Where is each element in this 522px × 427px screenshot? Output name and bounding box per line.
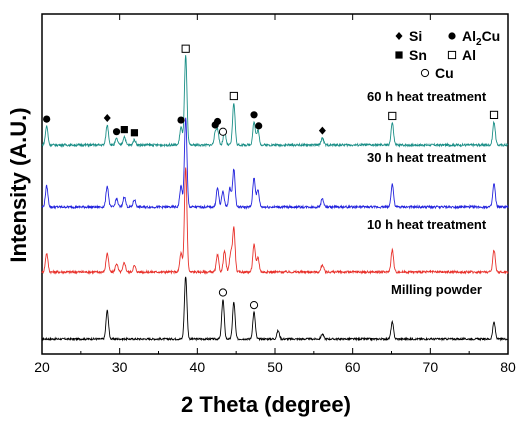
legend-open-square-icon	[447, 50, 457, 60]
legend-open-circle-icon	[420, 68, 430, 78]
trace-label: 60 h heat treatment	[367, 89, 487, 104]
x-tick-layer: 20 30 40 50 60 70 80	[34, 14, 516, 375]
x-tick-label: 60	[345, 359, 361, 375]
x-tick-label: 30	[112, 359, 128, 375]
open-circle-peak-marker	[249, 301, 259, 310]
circle-peak-marker	[213, 117, 222, 126]
x-tick-label: 40	[190, 359, 206, 375]
open-square-peak-marker	[388, 111, 397, 121]
legend-label: Al2Cu	[462, 28, 500, 48]
trace-label: 30 h heat treatment	[367, 150, 487, 165]
peak-annotation-layer	[43, 44, 499, 310]
legend-label: Al	[462, 47, 476, 63]
circle-peak-marker	[177, 116, 185, 124]
diamond-peak-marker	[318, 126, 326, 135]
trace-label: 10 h heat treatment	[367, 217, 487, 232]
series-line-30-h-heat-treatment	[41, 117, 509, 210]
legend-square-icon	[395, 51, 403, 59]
series-line-milling-powder	[41, 276, 509, 342]
legend: Si Al2Cu Sn Al Cu	[395, 28, 500, 81]
circle-peak-marker	[250, 111, 258, 119]
trace-label: Milling powder	[391, 282, 482, 297]
legend-diamond-icon	[395, 32, 403, 40]
square-peak-marker	[120, 126, 128, 134]
series-line-60-h-heat-treatment	[41, 55, 509, 148]
open-circle-peak-marker	[218, 127, 228, 136]
legend-label: Cu	[435, 65, 454, 81]
series-layer	[41, 55, 509, 342]
legend-circle-icon	[448, 32, 456, 40]
circle-peak-marker	[112, 128, 121, 136]
y-axis-title: Intensity (A.U.)	[6, 107, 31, 262]
x-tick-label: 20	[34, 359, 50, 375]
trace-label-layer: Milling powder 10 h heat treatment 30 h he…	[367, 89, 487, 297]
x-tick-label: 70	[423, 359, 439, 375]
open-square-peak-marker	[489, 110, 499, 120]
open-square-peak-marker	[229, 91, 238, 101]
diamond-peak-marker	[103, 114, 111, 123]
legend-label: Sn	[409, 47, 427, 63]
square-peak-marker	[130, 129, 139, 137]
x-tick-label: 50	[267, 359, 283, 375]
series-line-10-h-heat-treatment	[41, 167, 509, 275]
open-square-peak-marker	[181, 44, 190, 53]
circle-peak-marker	[255, 122, 263, 130]
circle-peak-marker	[43, 115, 51, 123]
open-circle-peak-marker	[218, 288, 228, 297]
x-tick-label: 80	[500, 359, 516, 375]
x-axis-title: 2 Theta (degree)	[181, 392, 351, 417]
legend-label: Si	[409, 28, 422, 44]
